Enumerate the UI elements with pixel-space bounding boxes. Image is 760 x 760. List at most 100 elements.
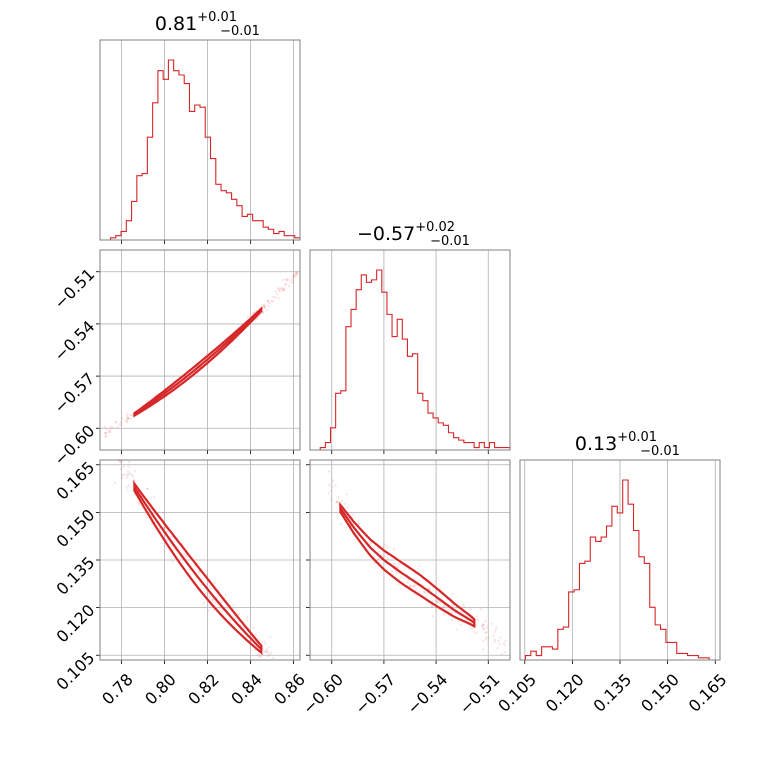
sample-point — [485, 630, 488, 634]
sample-point — [265, 647, 269, 651]
x-tick-label: 0.105 — [494, 670, 540, 716]
panel-title: 0.13+0.01 — [575, 430, 657, 455]
sample-point — [294, 272, 298, 275]
y-tick-label: −0.57 — [50, 369, 98, 417]
sample-point — [233, 617, 237, 620]
sample-point — [291, 279, 294, 282]
x-tick-label: 0.135 — [589, 670, 635, 716]
sample-point — [127, 473, 130, 476]
sample-point — [345, 493, 349, 496]
sample-point — [479, 608, 483, 611]
sample-point — [265, 650, 269, 653]
sample-point — [414, 588, 418, 592]
sample-point — [232, 603, 235, 607]
sample-point — [377, 557, 380, 561]
sample-point — [481, 625, 484, 628]
sample-point — [357, 522, 361, 525]
sample-point — [271, 295, 275, 299]
sample-point — [417, 580, 420, 583]
sample-point — [482, 627, 486, 631]
sample-point — [182, 553, 185, 556]
sample-point — [457, 620, 460, 624]
sample-point — [267, 304, 270, 308]
contour-center — [133, 309, 263, 416]
x-tick-label: 0.80 — [141, 670, 180, 709]
sample-point — [340, 523, 343, 526]
sample-point — [337, 496, 340, 499]
y-tick-label: 0.105 — [53, 648, 99, 694]
sample-point — [161, 511, 165, 515]
sample-point — [127, 465, 130, 468]
sample-point — [482, 627, 485, 631]
sample-point — [357, 519, 360, 523]
sample-point — [295, 272, 299, 276]
scatter-panel — [103, 271, 299, 438]
histogram-line — [310, 269, 511, 451]
histogram-panel-frame — [309, 249, 511, 451]
sample-point — [197, 572, 201, 575]
sample-point — [264, 642, 267, 646]
sample-point — [269, 635, 272, 638]
sample-point — [138, 503, 141, 507]
sample-point — [264, 650, 267, 653]
sample-point — [120, 460, 123, 463]
sample-point — [492, 634, 495, 638]
sample-point — [494, 629, 497, 632]
sample-point — [396, 566, 400, 569]
sample-point — [277, 289, 281, 292]
sample-point — [292, 273, 295, 277]
sample-point — [125, 473, 129, 477]
sample-point — [214, 601, 217, 605]
sample-point — [127, 417, 130, 421]
sample-point — [294, 272, 298, 275]
sample-point — [114, 421, 117, 424]
sample-point — [263, 304, 267, 308]
sample-point — [125, 486, 128, 489]
sample-point — [449, 609, 452, 612]
sample-point — [490, 622, 493, 626]
sample-point — [384, 543, 387, 547]
sample-point — [502, 642, 505, 645]
sample-point — [145, 516, 148, 519]
sample-point — [113, 481, 117, 484]
sample-point — [293, 274, 296, 277]
sample-point — [500, 652, 503, 656]
sample-point — [291, 281, 295, 285]
sample-point — [399, 562, 402, 566]
sample-point — [392, 548, 396, 551]
sample-point — [294, 274, 298, 277]
sample-point — [451, 603, 454, 606]
sample-point — [129, 413, 132, 417]
sample-point — [256, 316, 260, 319]
sample-point — [260, 640, 263, 644]
sample-point — [265, 309, 269, 312]
sample-point — [120, 424, 123, 427]
sample-point — [430, 605, 434, 609]
sample-point — [245, 616, 249, 619]
y-tick-label: −0.60 — [50, 421, 98, 469]
scatter-panel-frame — [99, 459, 301, 661]
sample-point — [442, 605, 445, 608]
x-tick-label: 0.84 — [227, 670, 266, 709]
x-tick-label: 0.120 — [542, 670, 588, 716]
sample-point — [280, 287, 283, 290]
contour-center — [339, 507, 475, 624]
sample-point — [232, 614, 236, 617]
sample-point — [263, 640, 266, 643]
sample-point — [446, 609, 450, 612]
sample-point — [335, 500, 339, 503]
scatter-panel — [113, 459, 275, 660]
sample-point — [126, 415, 129, 418]
sample-point — [442, 613, 446, 616]
sample-point — [126, 416, 130, 420]
sample-point — [351, 513, 355, 516]
sample-point — [481, 639, 485, 643]
sample-point — [104, 431, 107, 435]
sample-point — [291, 276, 294, 279]
sample-point — [211, 600, 214, 603]
sample-point — [493, 631, 496, 634]
sample-point — [204, 591, 207, 595]
sample-point — [284, 283, 287, 286]
sample-point — [207, 609, 211, 612]
